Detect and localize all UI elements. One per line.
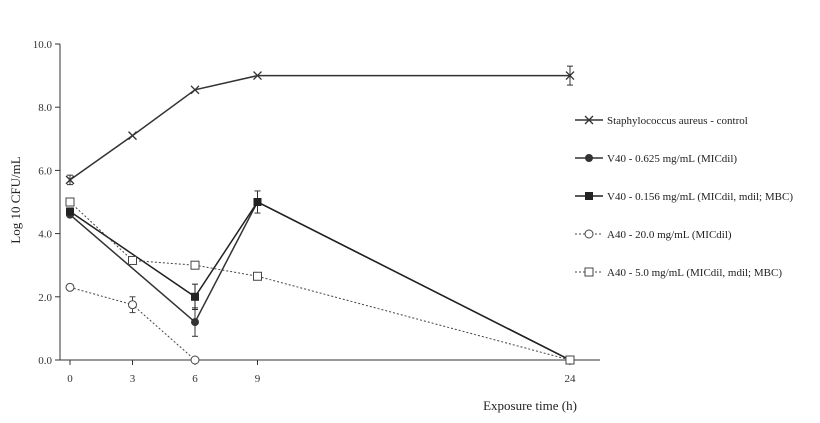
data-point — [190, 260, 200, 270]
y-tick-label: 4.0 — [38, 229, 52, 241]
legend-marker — [585, 154, 593, 162]
data-point — [65, 197, 75, 207]
y-tick-label: 8.0 — [38, 102, 52, 114]
data-point — [190, 355, 200, 365]
y-tick-label: 10.0 — [33, 39, 53, 51]
data-point — [65, 282, 75, 292]
axes: 0.0 2.0 4.0 6.0 8.0 10.0 0 3 6 9 24 — [33, 39, 600, 385]
x-tick-label: 3 — [130, 373, 136, 385]
legend-item: V40 - 0.625 mg/mL (MICdil) — [575, 153, 737, 165]
data-point — [66, 207, 74, 216]
series-2 — [66, 190, 574, 364]
series-layer — [65, 65, 575, 365]
legend-marker — [585, 192, 593, 200]
series-1 — [65, 65, 575, 186]
x-tick-label: 0 — [67, 373, 73, 385]
y-tick-label: 2.0 — [38, 292, 52, 304]
data-point — [128, 131, 137, 141]
legend-item: A40 - 20.0 mg/mL (MICdil) — [575, 229, 732, 241]
data-point — [128, 300, 137, 310]
legend-label: Staphylococcus aureus - control — [607, 115, 748, 127]
x-tick-label: 9 — [255, 373, 261, 385]
x-tick-label: 6 — [192, 373, 198, 385]
series-3 — [66, 198, 574, 364]
series-line — [69, 74, 570, 181]
series-line — [69, 201, 571, 361]
series-5 — [65, 197, 575, 365]
data-point — [253, 71, 262, 81]
series-line — [69, 200, 571, 361]
data-point — [253, 271, 262, 281]
legend-label: V40 - 0.625 mg/mL (MICdil) — [607, 153, 737, 165]
legend-item: A40 - 5.0 mg/mL (MICdil, mdil; MBC) — [575, 267, 782, 279]
y-tick-label: 6.0 — [38, 165, 52, 177]
x-axis-label: Exposure time (h) — [483, 398, 577, 413]
legend-label: A40 - 20.0 mg/mL (MICdil) — [607, 229, 732, 241]
legend: Staphylococcus aureus - control V40 - 0.6… — [575, 115, 793, 279]
legend-item: Staphylococcus aureus - control — [575, 115, 748, 127]
legend-label: A40 - 5.0 mg/mL (MICdil, mdil; MBC) — [607, 267, 782, 279]
legend-marker — [584, 115, 594, 125]
legend-marker — [584, 229, 594, 239]
y-axis-label: Log 10 CFU/mL — [8, 156, 23, 243]
data-point — [253, 198, 262, 206]
data-point — [128, 255, 137, 265]
data-point — [565, 71, 575, 81]
legend-marker — [584, 267, 594, 277]
legend-label: V40 - 0.156 mg/mL (MICdil, mdil; MBC) — [607, 191, 793, 203]
x-tick-label: 24 — [565, 373, 577, 385]
data-point — [65, 175, 75, 185]
data-point — [190, 85, 200, 95]
series-4 — [65, 282, 200, 365]
data-point — [191, 292, 199, 301]
legend-item: V40 - 0.156 mg/mL (MICdil, mdil; MBC) — [575, 191, 793, 203]
data-point — [565, 355, 575, 365]
y-tick-label: 0.0 — [38, 355, 52, 367]
data-point — [191, 318, 199, 327]
series-line — [69, 201, 571, 361]
